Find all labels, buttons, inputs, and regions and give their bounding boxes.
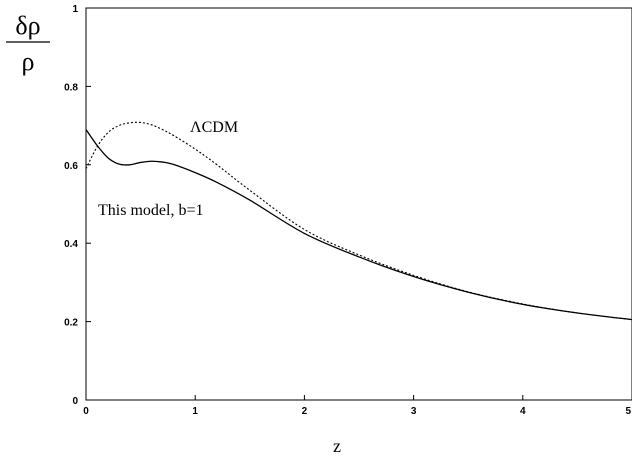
y-axis-ticks: 0 0.2 0.4 0.6 0.8 1 [64, 4, 91, 407]
x-tick-label: 3 [411, 406, 417, 417]
series-layer [85, 121, 632, 321]
series-line-lcdm [85, 121, 632, 321]
x-tick-label: 0 [83, 406, 89, 417]
y-tick-label: 1 [72, 4, 78, 15]
x-axis-label: z [333, 436, 341, 456]
x-tick-label: 5 [625, 406, 631, 417]
x-tick-label: 1 [192, 406, 198, 417]
series-line-this-model [85, 129, 632, 321]
y-axis-label: δρ ρ [6, 11, 50, 76]
y-axis-label-denominator: ρ [22, 47, 35, 76]
x-tick-label: 4 [520, 406, 526, 417]
annotation-lcdm: ΛCDM [190, 119, 238, 136]
y-tick-label: 0 [72, 396, 78, 407]
x-tick-label: 2 [302, 406, 308, 417]
y-tick-label: 0.2 [64, 318, 78, 329]
y-axis-label-numerator: δρ [15, 11, 40, 40]
y-tick-label: 0.4 [64, 239, 78, 250]
annotation-this-model: This model, b=1 [98, 202, 203, 219]
y-tick-label: 0.8 [64, 82, 78, 93]
x-axis-ticks: 0 1 2 3 4 5 [83, 395, 632, 417]
plot-frame [85, 7, 632, 401]
y-tick-label: 0.6 [64, 161, 78, 172]
